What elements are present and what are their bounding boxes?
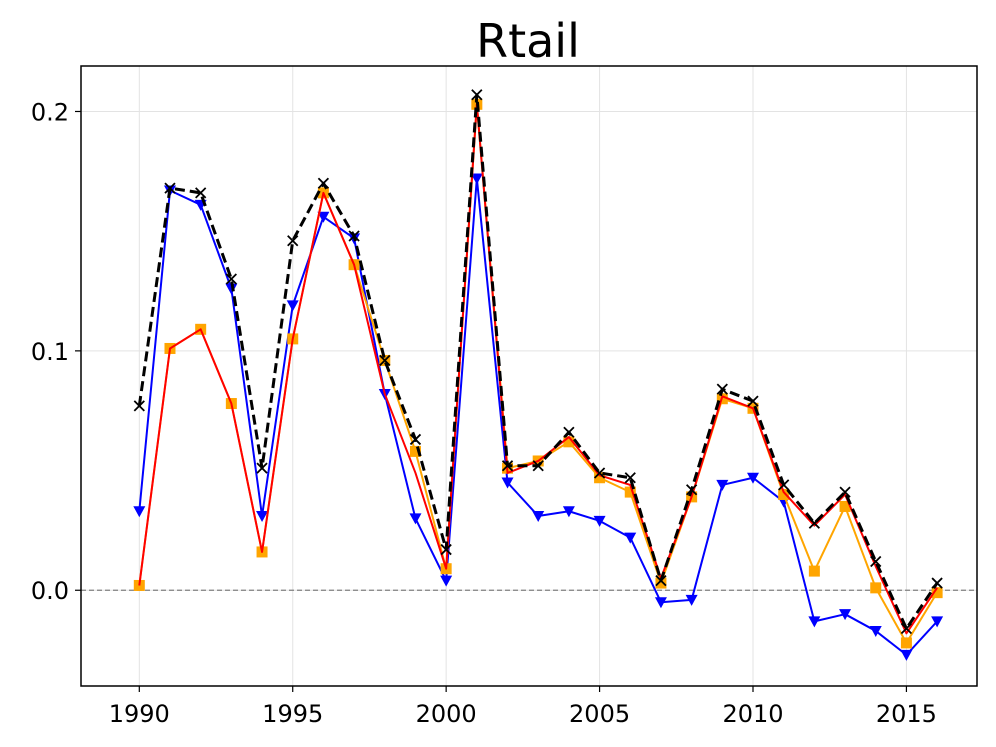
data-point-s0-1994	[256, 511, 269, 523]
data-point-s3-1997	[348, 230, 360, 242]
x-axis: 1990 1995 2000 2005 2010 2015	[109, 686, 937, 728]
y-axis: 0.0 0.1 0.2	[31, 98, 81, 605]
data-point-s3-1998	[379, 354, 391, 367]
series-3	[133, 89, 943, 635]
series-1	[133, 98, 943, 649]
data-point-s0-2004	[562, 506, 575, 518]
data-point-s3-2016	[931, 577, 943, 589]
x-tick-label-2: 2000	[416, 700, 477, 728]
data-point-s0-1996	[317, 211, 330, 223]
x-tick-label-3: 2005	[569, 700, 630, 728]
data-point-s3-2006	[624, 472, 636, 484]
data-point-s0-2000	[440, 575, 453, 587]
data-point-s3-2003	[532, 460, 544, 472]
data-point-s3-2001	[471, 89, 483, 101]
data-point-s0-2007	[654, 597, 667, 609]
x-tick-label-4: 2010	[722, 700, 783, 728]
data-point-s0-1995	[286, 300, 299, 312]
y-tick-label-1: 0.1	[31, 338, 69, 366]
data-point-s3-2015	[900, 622, 913, 635]
data-point-s0-2013	[839, 609, 852, 621]
data-point-s3-2011	[778, 479, 790, 491]
data-point-s3-2005	[593, 467, 606, 479]
data-point-s1-2012	[808, 565, 820, 577]
data-point-s3-1995	[287, 235, 299, 247]
data-point-s3-2007	[655, 575, 667, 587]
data-point-s0-1990	[133, 506, 146, 518]
data-point-s0-2005	[593, 515, 606, 527]
series-2	[138, 103, 938, 635]
data-point-s0-2006	[624, 532, 637, 544]
grid-lines	[81, 66, 977, 686]
data-point-s1-2011	[778, 488, 790, 500]
data-point-s1-2004	[563, 436, 575, 448]
data-point-s3-2009	[716, 383, 728, 395]
x-tick-label-0: 1990	[109, 700, 170, 728]
data-point-s1-2016	[931, 587, 943, 599]
data-point-s1-2015	[900, 637, 912, 649]
data-point-s3-2004	[563, 426, 575, 438]
chart-title: Rtail	[476, 14, 580, 68]
data-point-s0-2014	[869, 625, 882, 637]
data-point-s1-2006	[624, 486, 636, 498]
x-tick-label-5: 2015	[876, 700, 937, 728]
data-point-s3-1993	[225, 273, 237, 285]
data-point-s0-2001	[470, 173, 483, 185]
plot-frame	[80, 65, 978, 687]
data-point-s3-2013	[839, 486, 851, 498]
data-point-s3-1990	[133, 400, 145, 412]
series-line-1	[138, 103, 938, 644]
series-line-2	[138, 103, 938, 635]
series-line-0	[138, 177, 938, 656]
data-point-s0-2012	[808, 616, 821, 628]
data-point-s1-2014	[870, 582, 882, 594]
data-point-s0-2008	[685, 594, 698, 606]
data-point-s3-2010	[747, 395, 759, 407]
data-point-s3-2000	[440, 543, 452, 556]
y-tick-label-0: 0.0	[31, 577, 69, 605]
data-point-s3-1996	[317, 177, 330, 189]
data-point-s0-2016	[931, 616, 944, 628]
data-point-s1-2007	[655, 577, 667, 589]
data-point-s3-1999	[409, 433, 422, 446]
data-point-s1-2013	[839, 500, 851, 512]
series-layer	[133, 89, 944, 661]
data-point-s0-2010	[747, 472, 759, 484]
data-point-s3-1992	[195, 187, 207, 199]
data-point-s3-1994	[256, 462, 268, 474]
data-point-s0-1993	[225, 283, 238, 295]
data-point-s0-1999	[409, 513, 422, 525]
x-tick-label-1: 1995	[262, 700, 323, 728]
data-point-s3-2008	[685, 484, 698, 496]
data-point-s3-2012	[808, 517, 821, 529]
data-point-s3-2002	[501, 460, 514, 472]
y-tick-label-2: 0.2	[31, 98, 69, 126]
data-point-s1-2005	[594, 472, 606, 484]
data-point-s0-2015	[900, 649, 913, 661]
data-point-s0-2003	[532, 511, 545, 523]
data-point-s1-1999	[409, 445, 421, 457]
data-point-s0-2009	[716, 479, 729, 491]
data-point-s3-2014	[870, 555, 882, 568]
data-point-s0-2002	[501, 477, 514, 489]
data-point-s3-1991	[164, 182, 176, 194]
